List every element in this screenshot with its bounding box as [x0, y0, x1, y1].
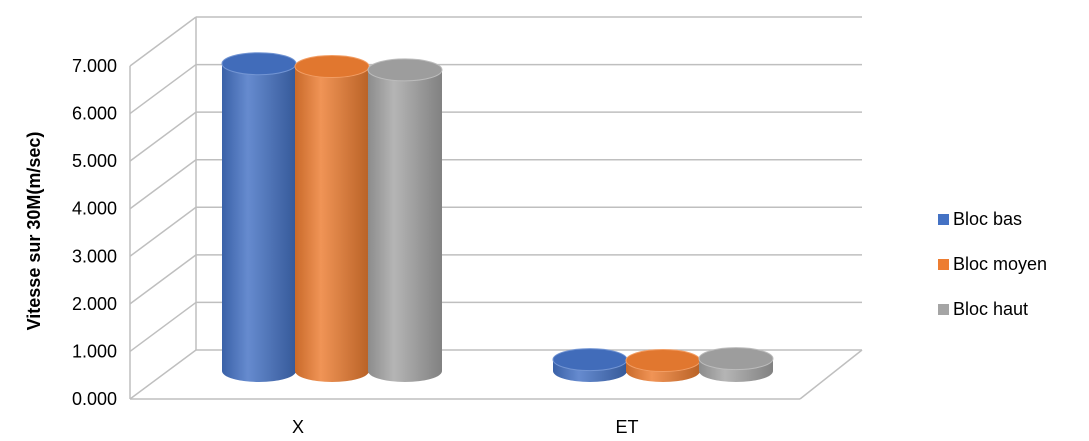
- bar-top: [552, 348, 628, 372]
- bar: [552, 348, 628, 382]
- bar-top: [625, 349, 701, 373]
- gridline-wall: [129, 301, 197, 353]
- legend-item: Bloc haut: [938, 297, 1047, 321]
- bar: [698, 347, 774, 382]
- legend-item: Bloc bas: [938, 207, 1047, 231]
- legend-swatch: [938, 303, 949, 315]
- bar-body: [222, 63, 296, 383]
- x-tick-labels: X ET: [292, 417, 639, 437]
- y-tick-label: 7.000: [72, 56, 117, 76]
- gridline-wall: [129, 63, 197, 115]
- x-tick-label: ET: [615, 417, 638, 437]
- legend-label: Bloc haut: [953, 298, 1029, 319]
- legend-swatch: [938, 213, 949, 225]
- legend-item: Bloc moyen: [938, 252, 1047, 276]
- bar: [625, 349, 701, 382]
- y-tick-label: 6.000: [72, 104, 117, 124]
- bar-top: [294, 55, 370, 79]
- y-tick-label: 0.000: [72, 389, 117, 409]
- y-tick-label: 3.000: [72, 246, 117, 266]
- bar-top: [698, 347, 774, 371]
- y-tick-label: 1.000: [72, 341, 117, 361]
- y-tick-label: 2.000: [72, 294, 117, 314]
- bar: [221, 52, 297, 383]
- gridline-wall: [129, 254, 197, 305]
- bar: [294, 55, 370, 382]
- x-tick-label: X: [292, 417, 304, 437]
- bars-layer: [221, 52, 774, 383]
- bar-body: [368, 69, 442, 382]
- y-tick-label: 4.000: [72, 199, 117, 219]
- gridline-wall: [129, 16, 197, 67]
- legend-swatch: [938, 258, 949, 270]
- y-axis-title: Vitesse sur 30M(m/sec): [24, 132, 44, 331]
- bar-body: [295, 66, 369, 382]
- gridline-wall: [129, 159, 197, 210]
- bar-top: [367, 58, 443, 82]
- legend-label: Bloc moyen: [953, 253, 1048, 274]
- floor-side-edge: [799, 349, 863, 400]
- bar-top: [221, 52, 297, 76]
- legend-label: Bloc bas: [953, 208, 1023, 229]
- y-tick-label: 5.000: [72, 151, 117, 171]
- legend: Bloc bas Bloc moyen Bloc haut: [938, 207, 1047, 342]
- bar: [367, 58, 443, 382]
- gridline-wall: [129, 111, 197, 162]
- gridline-wall: [129, 206, 197, 257]
- y-tick-labels: 0.000 1.000 2.000 3.000 4.000 5.000 6.000 7.000: [72, 56, 117, 409]
- gridline-wall: [129, 349, 197, 400]
